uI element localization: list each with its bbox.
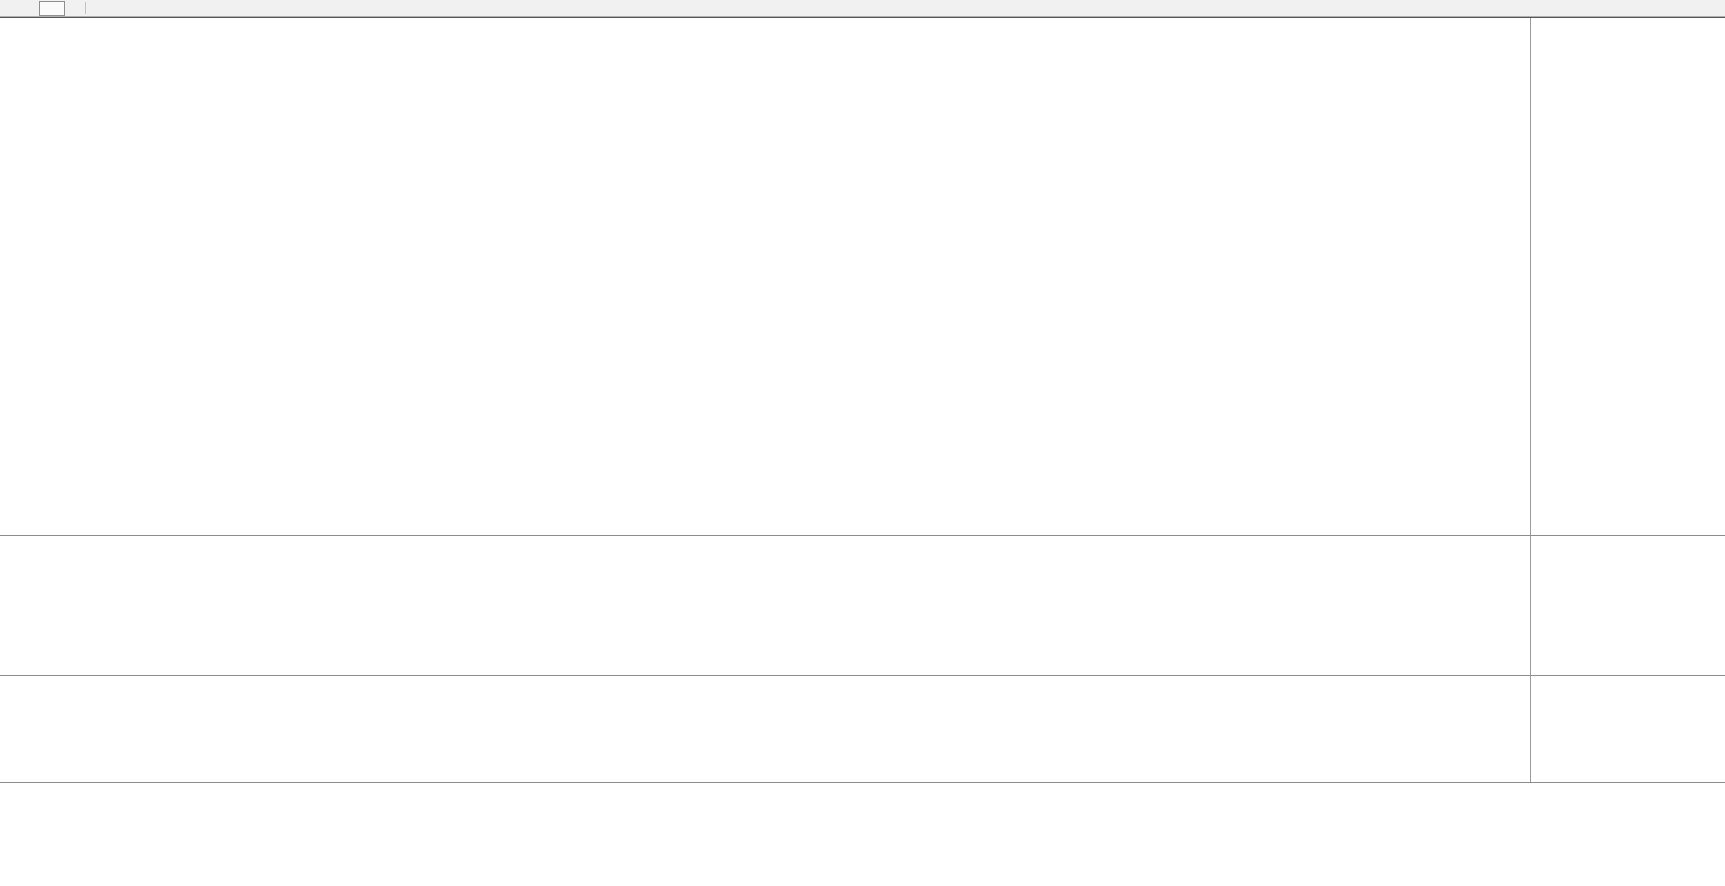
macd-panel[interactable] <box>0 535 1725 675</box>
rsi-panel[interactable] <box>0 675 1725 782</box>
rsi-label <box>4 681 8 692</box>
toolbar <box>0 0 1725 17</box>
macd-chart[interactable] <box>0 536 1530 675</box>
annotation-a-button[interactable] <box>10 1 36 16</box>
macd-axis-separator <box>1530 536 1531 675</box>
rsi-chart[interactable] <box>0 676 1530 782</box>
main-chart-panel[interactable] <box>0 17 1725 535</box>
rsi-axis-separator <box>1530 676 1531 782</box>
candlestick-chart[interactable] <box>0 18 1530 535</box>
price-axis-separator <box>1530 18 1531 535</box>
time-axis[interactable] <box>0 782 1725 807</box>
text-tool-button[interactable] <box>39 0 65 16</box>
macd-label <box>4 541 12 552</box>
chart-title-bar <box>4 23 7 34</box>
toolbar-separator <box>85 2 86 14</box>
